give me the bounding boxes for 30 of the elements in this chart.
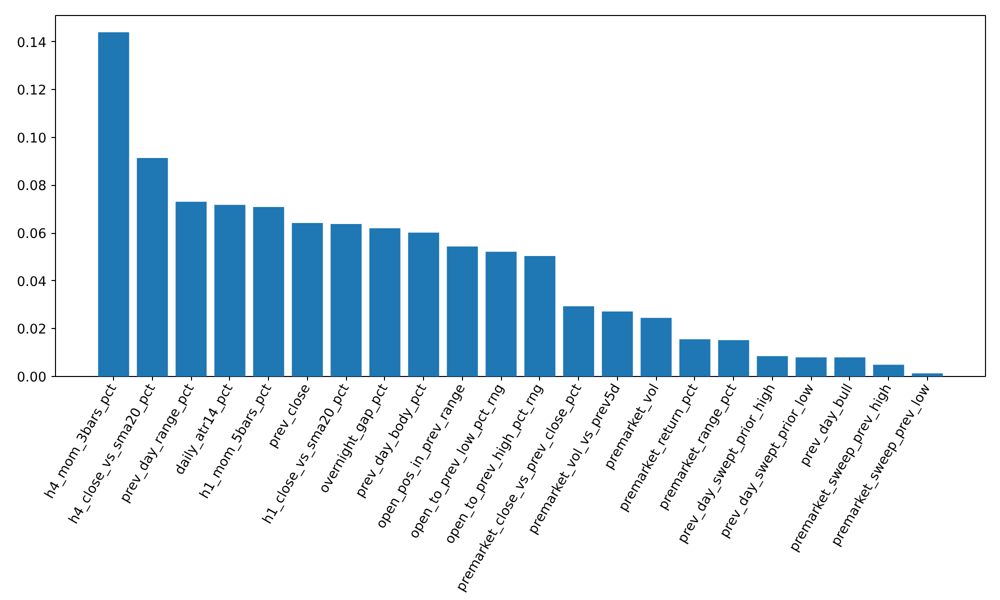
bar [446, 246, 478, 376]
bar [524, 256, 556, 376]
bar [176, 202, 207, 376]
y-tick-label: 0.08 [16, 179, 47, 194]
y-tick-label: 0.00 [16, 370, 47, 386]
bar [408, 232, 440, 376]
bar [756, 356, 788, 376]
bar [253, 206, 284, 376]
bar [486, 252, 517, 376]
y-tick-label: 0.04 [16, 274, 47, 290]
y-tick-label: 0.06 [16, 227, 47, 242]
bar [136, 158, 168, 376]
y-tick-label: 0.02 [16, 322, 47, 338]
bar [98, 32, 130, 376]
bar [679, 339, 710, 376]
y-tick-label: 0.14 [16, 36, 47, 51]
bar [718, 340, 750, 376]
bar [834, 357, 866, 376]
y-tick-label: 0.12 [16, 84, 47, 99]
bar [796, 357, 827, 376]
bar [369, 228, 400, 376]
bar [640, 318, 672, 376]
bar [330, 224, 362, 376]
bar [214, 204, 246, 376]
y-tick-label: 0.10 [16, 131, 47, 146]
bar [292, 223, 323, 376]
bar [563, 306, 594, 376]
bar [912, 373, 943, 376]
bar [602, 311, 633, 376]
bar [873, 364, 904, 376]
